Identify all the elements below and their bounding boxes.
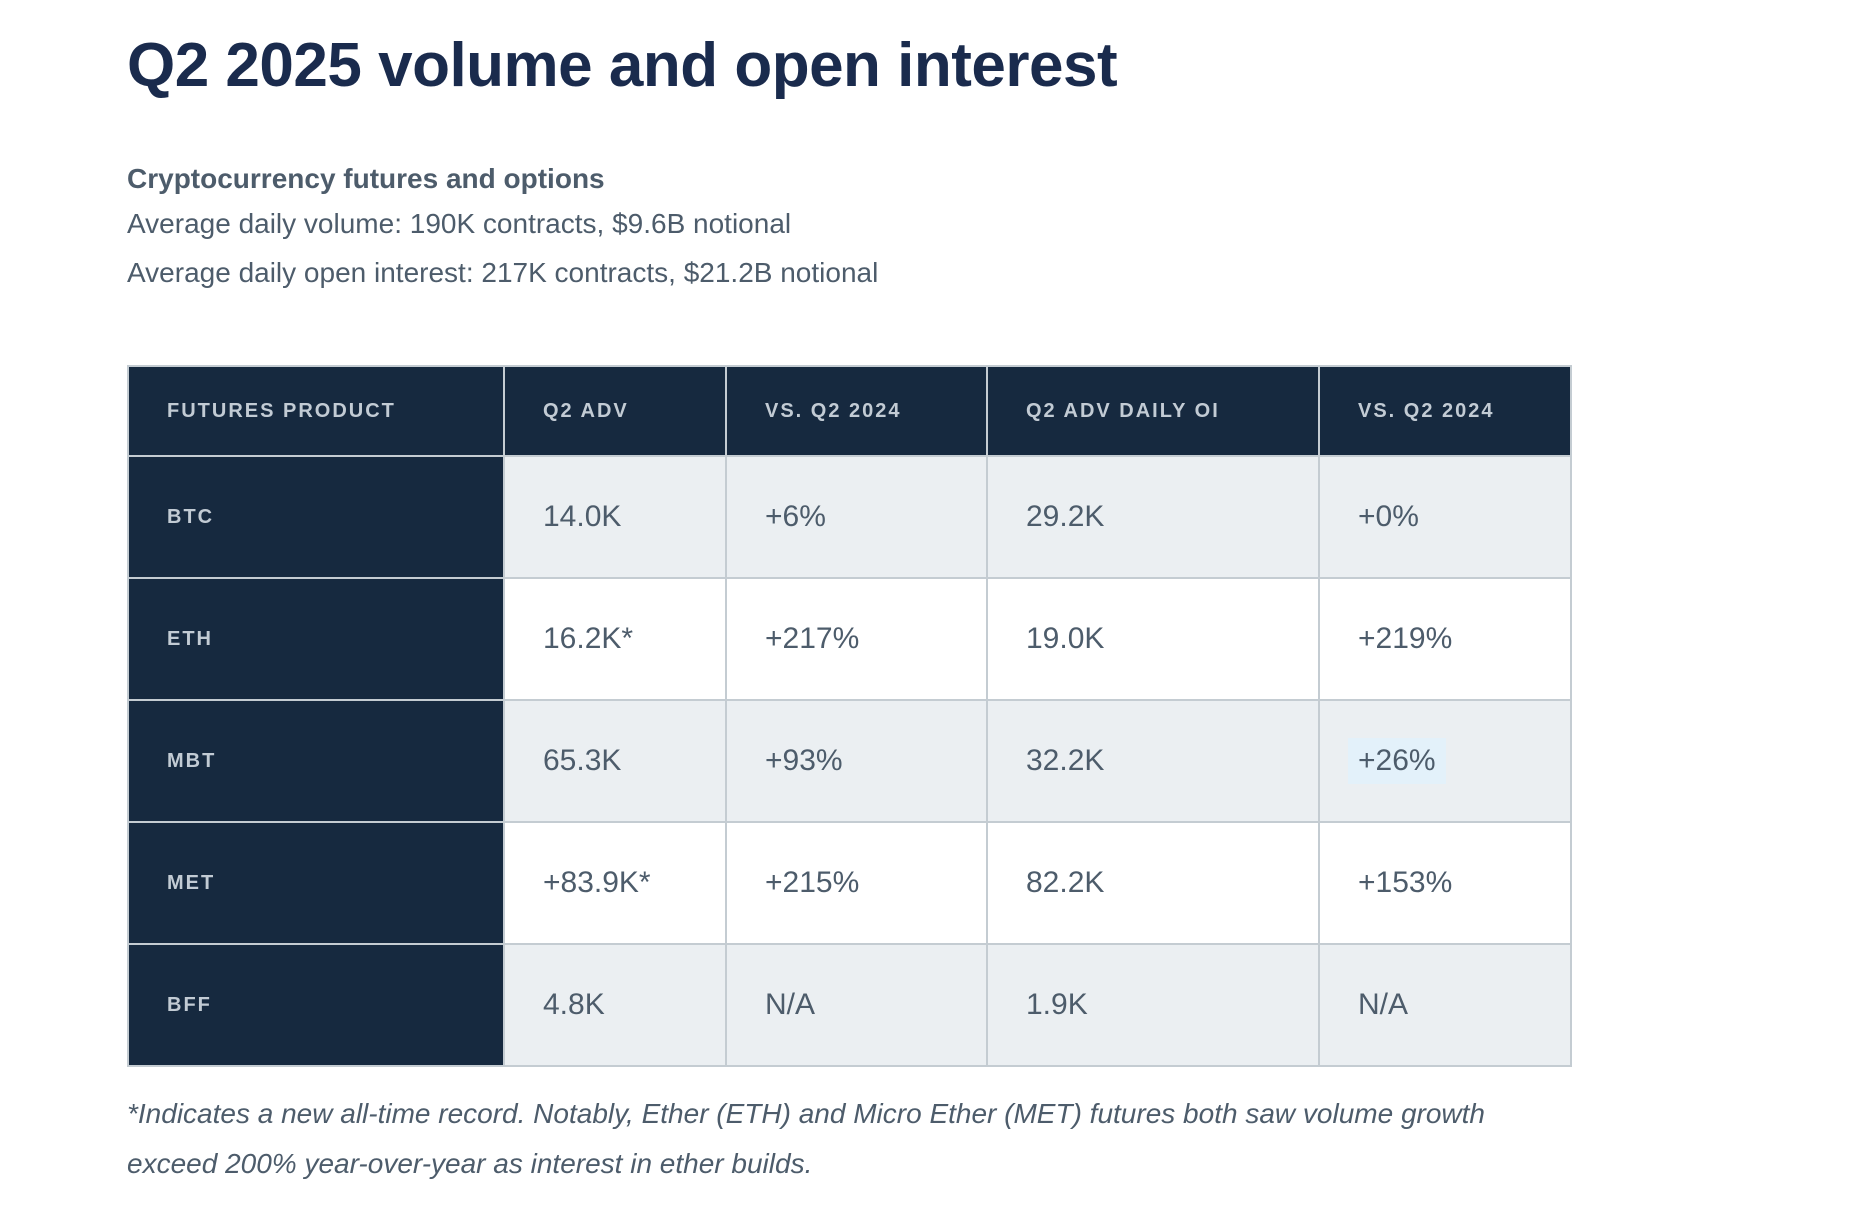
row-label-eth: ETH xyxy=(127,577,505,702)
cell-bff-3: N/A xyxy=(1318,943,1572,1068)
cell-eth-3: +219% xyxy=(1318,577,1572,702)
cell-mbt-3: +26% xyxy=(1318,699,1572,824)
row-label-met: MET xyxy=(127,821,505,946)
cell-bff-1: N/A xyxy=(725,943,988,1068)
futures-table: FUTURES PRODUCT Q2 ADV VS. Q2 2024 Q2 ADV D… xyxy=(127,365,1572,1068)
row-label-btc: BTC xyxy=(127,455,505,580)
cell-eth-2: 19.0K xyxy=(986,577,1320,702)
row-label-bff: BFF xyxy=(127,943,505,1068)
cell-bff-2: 1.9K xyxy=(986,943,1320,1068)
column-header-2: VS. Q2 2024 xyxy=(725,365,988,458)
footnote: *Indicates a new all-time record. Notabl… xyxy=(127,1098,1485,1180)
cell-met-2: 82.2K xyxy=(986,821,1320,946)
cell-eth-0: 16.2K* xyxy=(503,577,727,702)
cell-eth-1: +217% xyxy=(725,577,988,702)
table-row-bff: BFF 4.8K N/A 1.9K N/A xyxy=(127,943,1572,1068)
column-header-0: FUTURES PRODUCT xyxy=(127,365,505,458)
cell-mbt-0: 65.3K xyxy=(503,699,727,824)
table-row-btc: BTC 14.0K +6% 29.2K +0% xyxy=(127,455,1572,580)
summary-line-volume: Average daily volume: 190K contracts, $9… xyxy=(127,208,792,240)
cell-mbt-1: +93% xyxy=(725,699,988,824)
cell-bff-0: 4.8K xyxy=(503,943,727,1068)
table-row-met: MET +83.9K* +215% 82.2K +153% xyxy=(127,821,1572,946)
cell-btc-2: 29.2K xyxy=(986,455,1320,580)
page-title: Q2 2025 volume and open interest xyxy=(127,31,1118,100)
table-row-eth: ETH 16.2K* +217% 19.0K +219% xyxy=(127,577,1572,702)
table-row-mbt: MBT 65.3K +93% 32.2K +26% xyxy=(127,699,1572,824)
column-header-1: Q2 ADV xyxy=(503,365,727,458)
table-body: BTC 14.0K +6% 29.2K +0% ETH 16.2K* +217% 19.0K +2… xyxy=(127,455,1572,1068)
cell-met-0: +83.9K* xyxy=(503,821,727,946)
cell-btc-1: +6% xyxy=(725,455,988,580)
column-header-4: VS. Q2 2024 xyxy=(1318,365,1572,458)
cell-met-3: +153% xyxy=(1318,821,1572,946)
summary-line-open-interest: Average daily open interest: 217K contra… xyxy=(127,257,879,289)
table-header-row: FUTURES PRODUCT Q2 ADV VS. Q2 2024 Q2 ADV D… xyxy=(127,365,1572,458)
cell-btc-0: 14.0K xyxy=(503,455,727,580)
cell-mbt-2: 32.2K xyxy=(986,699,1320,824)
cell-met-1: +215% xyxy=(725,821,988,946)
section-subtitle: Cryptocurrency futures and options xyxy=(127,163,605,195)
column-header-3: Q2 ADV DAILY OI xyxy=(986,365,1320,458)
row-label-mbt: MBT xyxy=(127,699,505,824)
cell-btc-3: +0% xyxy=(1318,455,1572,580)
highlighted-value: +26% xyxy=(1348,738,1446,785)
